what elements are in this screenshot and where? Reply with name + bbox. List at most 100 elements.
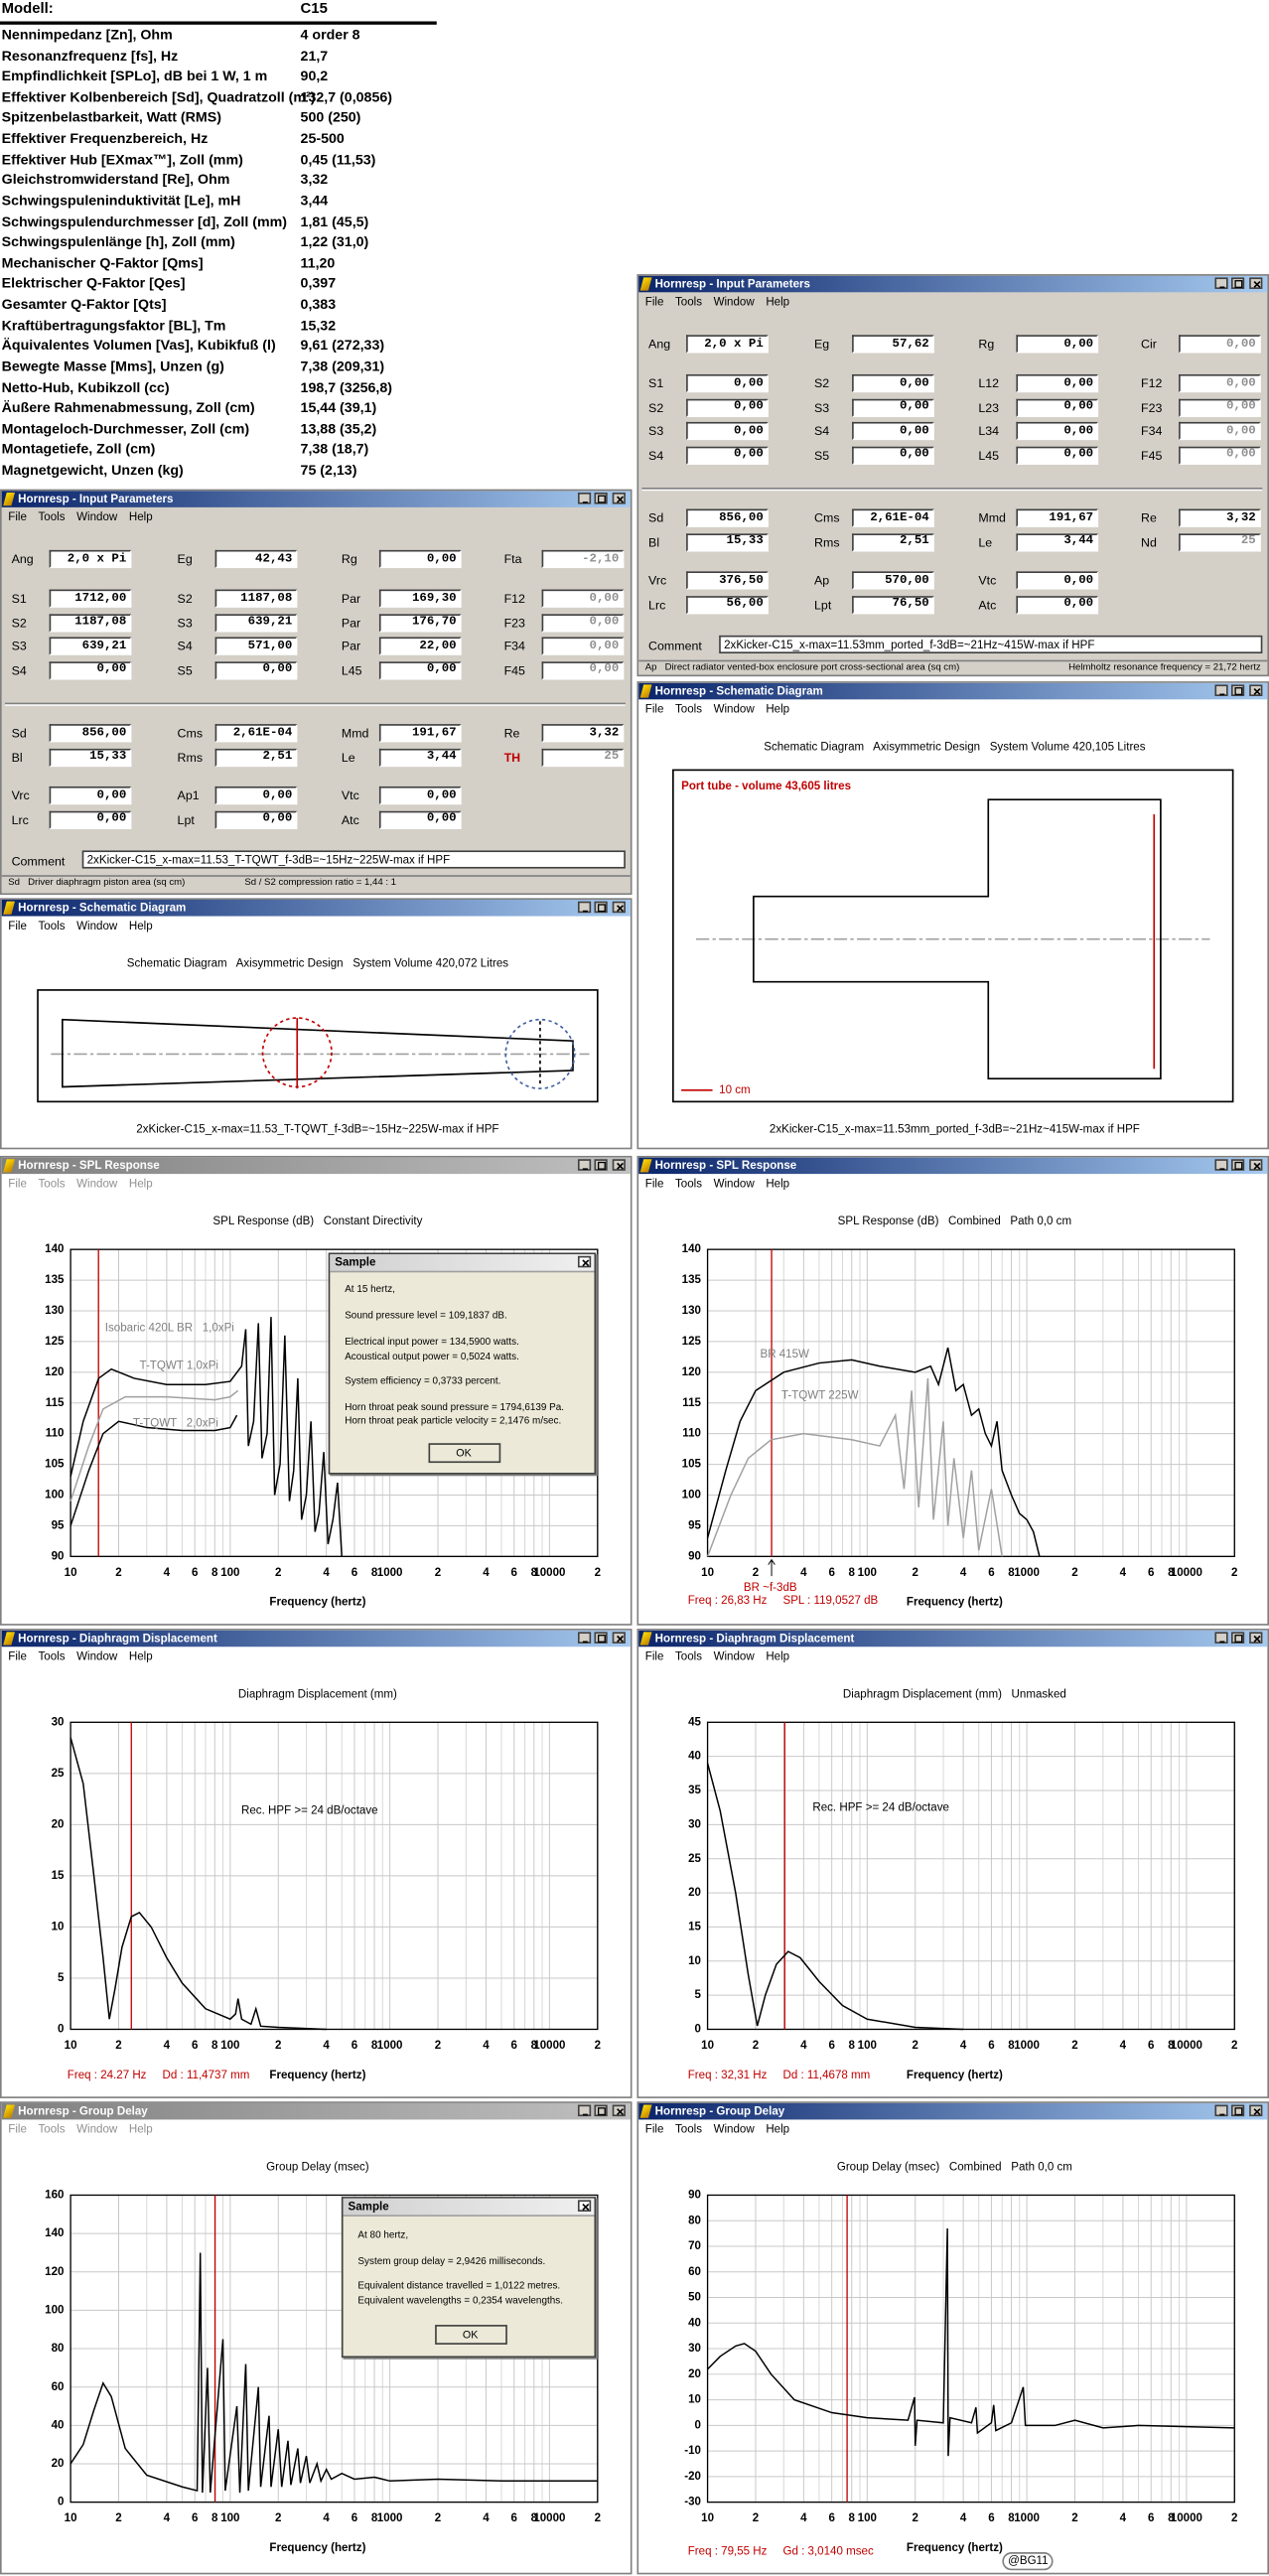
param-field[interactable]: 15,33 xyxy=(49,748,132,767)
param-field[interactable]: 1712,00 xyxy=(49,589,132,608)
menu-item[interactable]: Tools xyxy=(674,296,702,308)
menu-item[interactable]: Help xyxy=(766,296,790,308)
menu-item[interactable]: File xyxy=(8,511,27,523)
menu-item[interactable]: Tools xyxy=(38,920,66,932)
param-field[interactable]: 856,00 xyxy=(49,724,132,743)
minimize-button[interactable] xyxy=(577,1632,592,1644)
menu-item[interactable]: Window xyxy=(76,2123,118,2136)
minimize-button[interactable] xyxy=(1214,2104,1228,2117)
menu-item[interactable]: File xyxy=(644,1178,664,1190)
menu-item[interactable]: Tools xyxy=(674,1178,702,1190)
param-field[interactable]: 639,21 xyxy=(49,637,132,655)
menu-item[interactable]: File xyxy=(644,1650,664,1662)
menu-item[interactable]: Window xyxy=(713,1178,755,1190)
menu-item[interactable]: Window xyxy=(713,296,755,308)
param-field[interactable]: 15,33 xyxy=(686,532,769,551)
param-field[interactable]: 0,00 xyxy=(1179,335,1261,354)
close-button[interactable] xyxy=(612,1632,626,1644)
param-field[interactable]: 25 xyxy=(541,748,625,767)
maximize-button[interactable] xyxy=(594,1159,608,1171)
minimize-button[interactable] xyxy=(1214,1159,1228,1171)
param-field[interactable]: 571,00 xyxy=(214,637,298,655)
menu-item[interactable]: Window xyxy=(713,703,755,716)
close-button[interactable] xyxy=(1249,2104,1263,2117)
param-field[interactable]: 639,21 xyxy=(214,613,298,632)
param-field[interactable]: 25 xyxy=(1179,532,1261,551)
close-button[interactable] xyxy=(1249,1632,1263,1644)
param-field[interactable]: 22,00 xyxy=(378,637,462,655)
param-field[interactable]: 56,00 xyxy=(686,595,769,614)
param-field[interactable]: 0,00 xyxy=(49,809,132,829)
param-field[interactable]: 0,00 xyxy=(1179,421,1261,441)
param-field[interactable]: 0,00 xyxy=(541,660,625,679)
param-field[interactable]: 0,00 xyxy=(378,549,462,569)
param-field[interactable]: 169,30 xyxy=(378,589,462,608)
param-field[interactable]: 191,67 xyxy=(1016,508,1099,527)
param-field[interactable]: 3,44 xyxy=(1016,532,1099,551)
menu-item[interactable]: File xyxy=(8,1178,27,1190)
param-field[interactable]: 0,00 xyxy=(541,637,625,655)
close-button[interactable] xyxy=(612,901,626,914)
maximize-button[interactable] xyxy=(594,901,608,914)
menu-item[interactable]: Help xyxy=(128,1650,153,1662)
close-button[interactable] xyxy=(1249,684,1263,696)
maximize-button[interactable] xyxy=(1230,1632,1245,1644)
param-field[interactable]: 176,70 xyxy=(378,613,462,632)
menu-item[interactable]: Tools xyxy=(674,2123,702,2136)
minimize-button[interactable] xyxy=(577,492,592,504)
menu-item[interactable]: File xyxy=(8,2123,27,2136)
close-button[interactable] xyxy=(612,2104,626,2117)
param-field[interactable]: 2,61E-04 xyxy=(852,508,934,527)
menu-item[interactable]: Window xyxy=(713,1650,755,1662)
param-field[interactable]: 2,0 x Pi xyxy=(686,335,769,354)
menu-item[interactable]: Window xyxy=(76,1650,118,1662)
menu-item[interactable]: Window xyxy=(76,920,118,932)
maximize-button[interactable] xyxy=(1230,277,1245,289)
menu-item[interactable]: Tools xyxy=(38,1650,66,1662)
maximize-button[interactable] xyxy=(594,1632,608,1644)
param-field[interactable]: 0,00 xyxy=(686,445,769,465)
comment-field[interactable]: 2xKicker-C15_x-max=11.53mm_ported_f-3dB=… xyxy=(719,635,1263,654)
close-button[interactable] xyxy=(1249,1159,1263,1171)
param-field[interactable]: 2,51 xyxy=(214,748,298,767)
menu-item[interactable]: Tools xyxy=(38,511,66,523)
param-field[interactable]: 1187,08 xyxy=(49,613,132,632)
maximize-button[interactable] xyxy=(1230,684,1245,696)
menu-item[interactable]: Tools xyxy=(674,703,702,716)
close-button[interactable] xyxy=(577,2200,592,2212)
param-field[interactable]: 0,00 xyxy=(378,809,462,829)
menu-item[interactable]: Tools xyxy=(38,1178,66,1190)
menu-item[interactable]: Window xyxy=(713,2123,755,2136)
param-field[interactable]: -2,10 xyxy=(541,549,625,569)
maximize-button[interactable] xyxy=(594,492,608,504)
menu-item[interactable]: Help xyxy=(766,703,790,716)
minimize-button[interactable] xyxy=(577,2104,592,2117)
param-field[interactable]: 2,0 x Pi xyxy=(49,549,132,569)
param-field[interactable]: 0,00 xyxy=(1016,571,1099,590)
minimize-button[interactable] xyxy=(1214,1632,1228,1644)
param-field[interactable]: 0,00 xyxy=(214,660,298,679)
param-field[interactable]: 42,43 xyxy=(214,549,298,569)
param-field[interactable]: 0,00 xyxy=(852,445,934,465)
menu-item[interactable]: Window xyxy=(76,1178,118,1190)
menu-item[interactable]: Tools xyxy=(38,2123,66,2136)
param-field[interactable]: 0,00 xyxy=(214,809,298,829)
param-field[interactable]: 3,32 xyxy=(1179,508,1261,527)
param-field[interactable]: 0,00 xyxy=(49,660,132,679)
close-button[interactable] xyxy=(612,1159,626,1171)
param-field[interactable]: 3,32 xyxy=(541,724,625,743)
param-field[interactable]: 0,00 xyxy=(214,786,298,805)
param-field[interactable]: 0,00 xyxy=(686,373,769,393)
param-field[interactable]: 0,00 xyxy=(378,786,462,805)
maximize-button[interactable] xyxy=(594,2104,608,2117)
menu-item[interactable]: Help xyxy=(766,1650,790,1662)
param-field[interactable]: 0,00 xyxy=(1179,445,1261,465)
menu-item[interactable]: Help xyxy=(128,1178,153,1190)
menu-item[interactable]: File xyxy=(644,2123,664,2136)
menu-item[interactable]: File xyxy=(644,703,664,716)
param-field[interactable]: 0,00 xyxy=(1016,373,1099,393)
ok-button[interactable]: OK xyxy=(427,1443,500,1464)
param-field[interactable]: 0,00 xyxy=(686,397,769,417)
param-field[interactable]: 57,62 xyxy=(852,335,934,354)
param-field[interactable]: 2,51 xyxy=(852,532,934,551)
